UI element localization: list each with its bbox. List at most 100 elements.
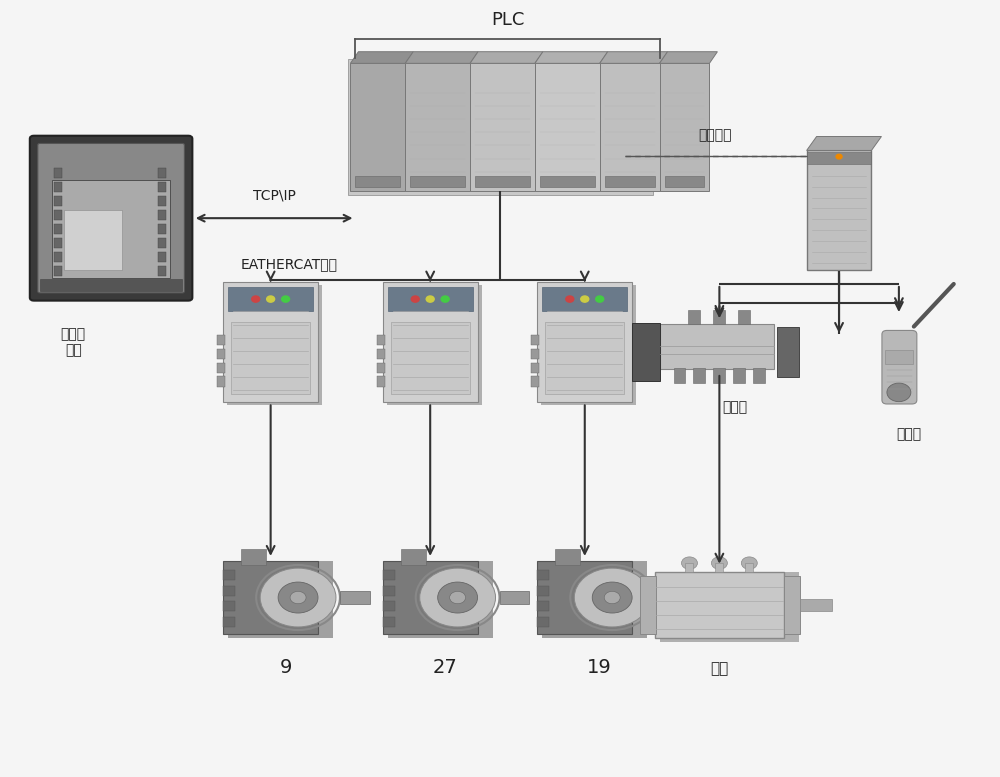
Circle shape [566, 296, 574, 302]
Polygon shape [807, 137, 881, 151]
Bar [241, 549, 266, 565]
Bar [383, 601, 395, 611]
Circle shape [278, 582, 318, 613]
Bar [54, 266, 62, 276]
Bar [388, 287, 473, 312]
Bar [383, 616, 395, 626]
Bar [52, 179, 170, 278]
Circle shape [450, 591, 466, 604]
Bar [537, 570, 549, 580]
Bar [500, 591, 529, 604]
Bar [391, 322, 470, 394]
Bar [223, 586, 235, 596]
Polygon shape [535, 52, 608, 64]
Bar [674, 368, 685, 383]
Bar [537, 282, 632, 402]
Circle shape [438, 582, 478, 613]
Text: 传感器: 传感器 [896, 427, 921, 441]
Circle shape [260, 568, 336, 627]
Circle shape [267, 296, 275, 302]
FancyBboxPatch shape [38, 144, 184, 293]
Bar [223, 561, 318, 634]
Bar [713, 368, 725, 383]
Bar [54, 182, 62, 192]
Polygon shape [350, 52, 413, 64]
Text: 9: 9 [279, 657, 292, 677]
Circle shape [574, 568, 650, 627]
Bar [475, 176, 530, 187]
Bar [632, 322, 660, 381]
Bar [54, 169, 62, 178]
Bar [537, 601, 549, 611]
Bar [545, 322, 624, 394]
Text: 27: 27 [433, 657, 458, 677]
Bar [377, 335, 385, 345]
Bar [158, 224, 166, 234]
Bar [64, 210, 122, 270]
Bar [383, 282, 478, 402]
Bar [531, 335, 539, 345]
Text: －组态－: －组态－ [699, 128, 732, 142]
Bar [401, 549, 426, 565]
Bar [223, 616, 235, 626]
Bar [738, 310, 750, 324]
Bar [40, 279, 182, 291]
Bar [158, 196, 166, 206]
Bar [377, 363, 385, 373]
Bar [665, 176, 704, 187]
Bar [355, 176, 400, 187]
Bar [217, 349, 225, 359]
Circle shape [252, 296, 260, 302]
Circle shape [290, 591, 306, 604]
Bar [807, 151, 871, 270]
Bar [217, 377, 225, 387]
Bar [531, 349, 539, 359]
Polygon shape [405, 52, 478, 64]
Circle shape [741, 557, 757, 570]
Bar [660, 64, 709, 191]
FancyBboxPatch shape [30, 136, 192, 301]
Bar [223, 570, 235, 580]
Bar [745, 563, 753, 573]
Bar [350, 64, 405, 191]
Bar [555, 549, 580, 565]
Bar [158, 169, 166, 178]
Bar [54, 238, 62, 248]
Bar [377, 349, 385, 359]
Bar [158, 238, 166, 248]
Bar [228, 561, 333, 638]
Bar [223, 601, 235, 611]
Polygon shape [660, 52, 717, 64]
Bar [540, 176, 595, 187]
Circle shape [282, 296, 290, 302]
Bar [54, 224, 62, 234]
Bar [387, 285, 482, 405]
Bar [800, 599, 832, 611]
Circle shape [581, 296, 589, 302]
Bar [777, 326, 799, 377]
Bar [693, 368, 705, 383]
Bar [383, 570, 395, 580]
Bar [753, 368, 765, 383]
Circle shape [887, 383, 911, 402]
Circle shape [681, 557, 697, 570]
Bar [410, 176, 465, 187]
Text: EATHERCAT总线: EATHERCAT总线 [241, 257, 338, 271]
Bar [54, 252, 62, 262]
Bar [807, 152, 871, 165]
Bar [685, 563, 693, 573]
Text: TCP\IP: TCP\IP [253, 189, 296, 203]
Bar [228, 287, 313, 312]
Bar [531, 377, 539, 387]
FancyBboxPatch shape [882, 330, 917, 404]
Bar [537, 616, 549, 626]
Bar [158, 252, 166, 262]
Bar [600, 64, 660, 191]
Circle shape [836, 155, 842, 159]
Bar [640, 577, 656, 634]
Bar [223, 282, 318, 402]
Bar [535, 64, 600, 191]
Bar [54, 210, 62, 220]
Text: 气缸: 气缸 [710, 661, 729, 677]
Circle shape [420, 568, 496, 627]
